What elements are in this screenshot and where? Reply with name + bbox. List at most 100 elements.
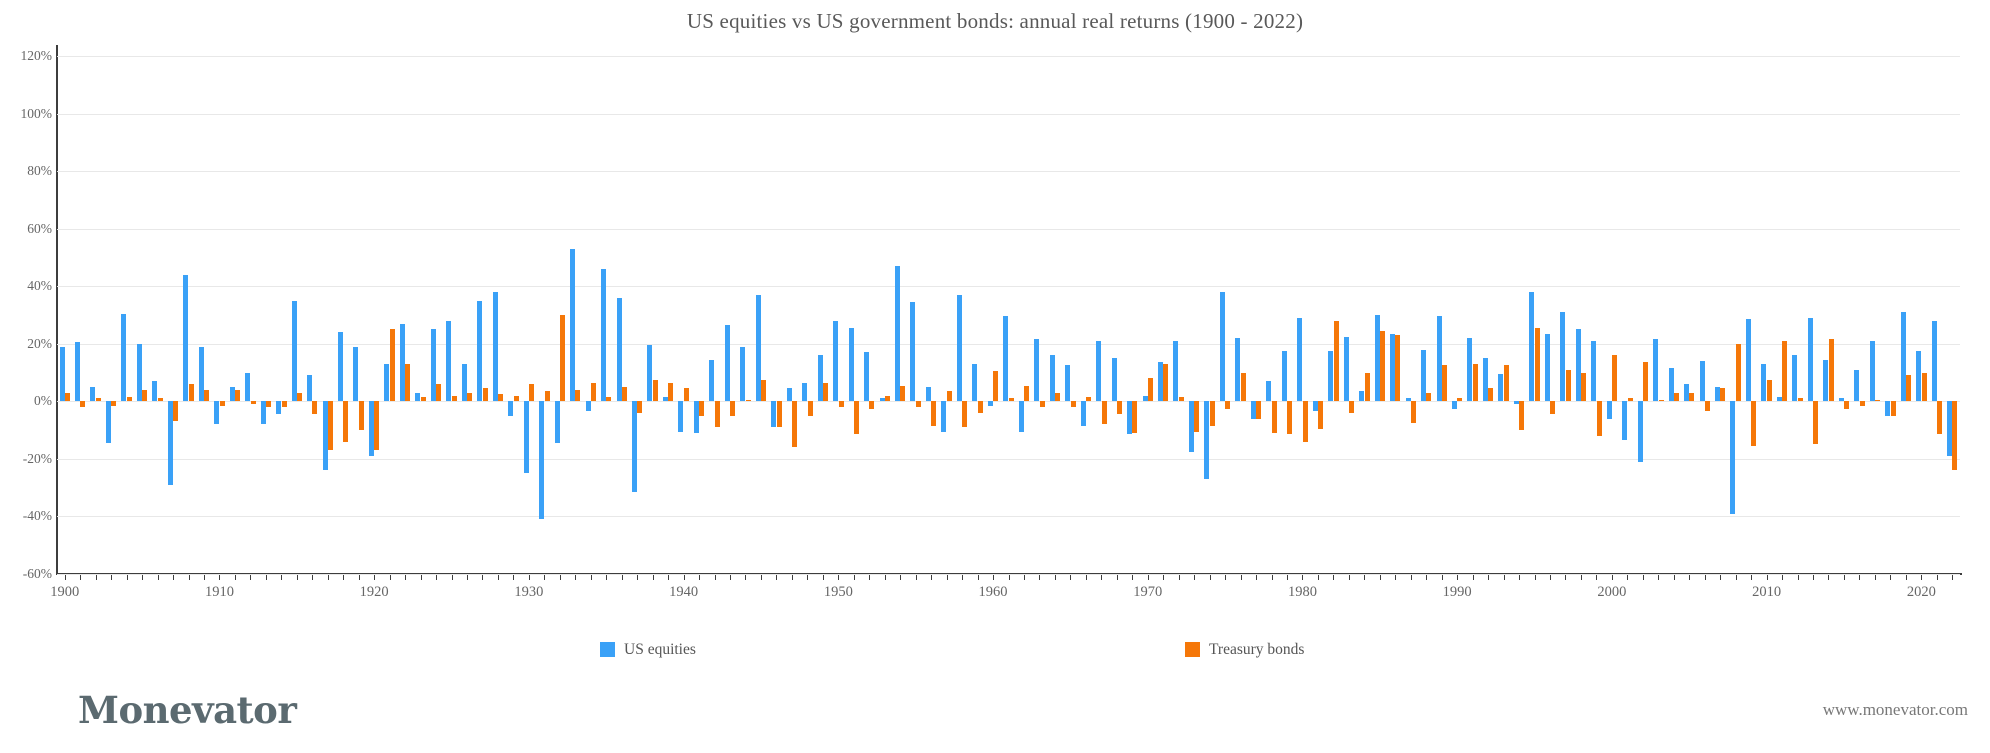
x-tick-1967 [1101,575,1103,580]
bar-us-equities-1974 [1204,401,1210,480]
bar-treasury-bonds-1919 [358,401,364,431]
bar-us-equities-2000 [1606,401,1612,419]
bar-treasury-bonds-1921 [389,329,395,402]
bar-us-equities-1921 [384,363,390,402]
bar-us-equities-2018 [1885,401,1891,416]
x-axis-label-2010: 2010 [1752,584,1782,600]
x-tick-1913 [265,575,267,580]
bar-us-equities-2005 [1684,384,1690,402]
x-tick-1959 [977,575,979,580]
gridline-80% [57,171,1960,173]
bar-us-equities-2011 [1776,397,1782,402]
x-tick-1930 [528,575,530,580]
bar-us-equities-1909 [198,346,204,402]
bar-treasury-bonds-1952 [869,401,875,409]
bar-us-equities-1919 [353,346,359,402]
bar-us-equities-1937 [631,401,637,492]
bar-us-equities-1922 [399,323,405,402]
bar-treasury-bonds-2006 [1704,401,1710,412]
bar-treasury-bonds-1967 [1101,401,1107,425]
bar-us-equities-1901 [75,342,80,402]
x-tick-1982 [1333,575,1335,580]
x-tick-1990 [1457,575,1459,580]
x-tick-1905 [142,575,144,580]
x-tick-1976 [1240,575,1242,580]
bar-treasury-bonds-1951 [853,401,859,435]
bar-us-equities-1991 [1467,338,1473,402]
bar-us-equities-1932 [554,401,560,444]
bar-us-equities-2021 [1931,320,1937,402]
bar-us-equities-1908 [183,274,189,402]
y-axis-line [56,45,58,575]
x-tick-2021 [1936,575,1938,580]
bar-us-equities-1923 [415,392,421,402]
x-tick-1924 [436,575,438,580]
bar-treasury-bonds-1901 [80,401,86,408]
x-tick-1945 [760,575,762,580]
bar-us-equities-1964 [1049,355,1055,402]
x-tick-1910 [219,575,221,580]
y-axis-label--40%: -40% [22,508,52,524]
bar-us-equities-1906 [152,381,158,402]
gridline--20% [57,458,1960,460]
x-tick-2001 [1627,575,1629,580]
bar-us-equities-1931 [539,401,545,520]
x-tick-1918 [343,575,345,580]
x-axis-label-1910: 1910 [204,584,234,600]
bar-us-equities-1910 [214,401,220,425]
bar-treasury-bonds-1923 [420,397,426,402]
bar-treasury-bonds-1999 [1596,401,1602,436]
bar-us-equities-1970 [1142,395,1148,402]
y-axis-label-80%: 80% [27,163,52,179]
bar-treasury-bonds-2016 [1859,401,1865,406]
bar-treasury-bonds-1966 [1086,397,1092,402]
bar-treasury-bonds-1981 [1318,401,1324,429]
y-axis-label-0%: 0% [34,393,52,409]
bar-treasury-bonds-1986 [1395,335,1401,402]
bar-treasury-bonds-1992 [1488,388,1494,402]
bar-treasury-bonds-2014 [1828,339,1834,402]
x-tick-1964 [1054,575,1056,580]
bar-us-equities-1949 [817,355,823,402]
bar-treasury-bonds-1907 [173,401,179,422]
x-tick-2022 [1952,575,1954,580]
x-tick-1909 [203,575,205,580]
bar-us-equities-1992 [1482,358,1488,402]
bar-us-equities-2007 [1714,386,1720,402]
bar-us-equities-1973 [1188,401,1194,452]
x-tick-1900 [64,575,66,580]
x-tick-1935 [606,575,608,580]
bar-us-equities-1924 [430,329,436,402]
x-tick-1988 [1426,575,1428,580]
bar-us-equities-1935 [601,268,607,402]
bar-us-equities-1946 [771,401,777,428]
bar-us-equities-1965 [1065,365,1071,402]
bar-us-equities-1907 [167,401,173,485]
bar-treasury-bonds-1905 [142,389,148,402]
bar-treasury-bonds-1965 [1070,401,1076,408]
x-tick-2006 [1704,575,1706,580]
bar-treasury-bonds-1987 [1410,401,1416,423]
bar-us-equities-2017 [1869,340,1875,402]
x-tick-1998 [1580,575,1582,580]
bar-treasury-bonds-1939 [668,382,674,402]
bar-us-equities-1967 [1096,340,1102,402]
bar-treasury-bonds-1929 [513,395,519,402]
gridline-0% [57,401,1960,403]
x-tick-1993 [1503,575,1505,580]
x-tick-1923 [420,575,422,580]
bar-us-equities-1941 [693,401,699,433]
gridline-20% [57,343,1960,345]
y-axis-label-60%: 60% [27,220,52,236]
x-tick-1920 [374,575,376,580]
x-tick-2005 [1689,575,1691,580]
bar-us-equities-1957 [941,401,947,432]
x-tick-1950 [838,575,840,580]
bar-us-equities-1962 [1018,401,1024,432]
bar-us-equities-2010 [1761,363,1767,402]
bar-treasury-bonds-1908 [188,384,194,402]
bar-treasury-bonds-2001 [1627,398,1633,402]
bar-treasury-bonds-1937 [637,401,643,413]
x-tick-1955 [915,575,917,580]
bar-us-equities-2020 [1916,350,1922,402]
